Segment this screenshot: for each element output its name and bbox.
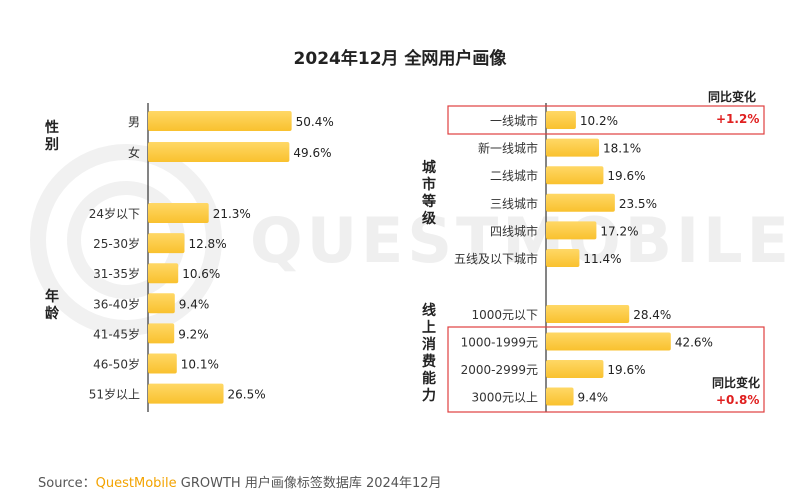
gender-value-label: 49.6% [293, 146, 331, 160]
city-value-label: 17.2% [600, 224, 638, 238]
source-rest: GROWTH 用户画像标签数据库 2024年12月 [176, 476, 442, 491]
city-bar [546, 138, 600, 157]
age-value-label: 9.4% [179, 297, 210, 311]
gender-category-label: 女 [128, 145, 140, 160]
yoy-value-spending: +0.8% [716, 393, 760, 407]
age-category-label: 51岁以上 [89, 387, 140, 402]
city-value-label: 18.1% [603, 142, 641, 156]
spend-category-label: 1000-1999元 [461, 336, 538, 350]
spend-value-label: 28.4% [633, 308, 671, 322]
city-category-label: 一线城市 [490, 113, 538, 128]
age-value-label: 10.6% [182, 267, 220, 281]
age-category-label: 31-35岁 [93, 266, 140, 281]
spend-value-label: 19.6% [607, 363, 645, 377]
age-category-label: 36-40岁 [93, 296, 140, 311]
source-prefix: Source： [38, 476, 96, 491]
city-bar [546, 249, 580, 267]
city-category-label: 五线及以下城市 [454, 251, 538, 266]
age-bar [148, 263, 179, 284]
age-value-label: 12.8% [188, 237, 226, 251]
spend-category-label: 3000元以上 [471, 391, 538, 405]
chart-title: 2024年12月 全网用户画像 [293, 49, 507, 69]
spend-value-label: 9.4% [578, 391, 609, 405]
city-bar [546, 193, 615, 212]
age-bar [148, 233, 185, 254]
city-value-label: 10.2% [580, 114, 618, 128]
gender-bar [148, 142, 290, 162]
age-value-label: 9.2% [178, 327, 209, 341]
gender-value-label: 50.4% [296, 115, 334, 129]
spend-bar [546, 387, 574, 406]
city-category-label: 四线城市 [490, 223, 538, 238]
age-category-label: 25-30岁 [93, 236, 140, 251]
age-bar [148, 383, 224, 404]
city-category-label: 二线城市 [490, 168, 538, 183]
age-bar [148, 293, 175, 314]
highlight-box-city [447, 105, 765, 135]
gender-category-label: 男 [128, 115, 140, 129]
highlight-box-spending [447, 326, 765, 413]
city-bar [546, 111, 576, 129]
city-value-label: 11.4% [583, 252, 621, 266]
spend-value-label: 42.6% [675, 336, 713, 350]
age-bar [148, 203, 209, 223]
age-value-label: 10.1% [181, 358, 219, 372]
city-category-label: 三线城市 [490, 196, 538, 211]
age-value-label: 21.3% [213, 207, 251, 221]
age-bar [148, 353, 177, 374]
city-bar [546, 166, 604, 185]
city-bar [546, 221, 597, 240]
group-label-city-tier: 城市等级 [422, 160, 436, 227]
group-label-age: 年龄 [45, 289, 59, 322]
spend-bar [546, 305, 630, 323]
gender-bar [148, 111, 292, 131]
age-value-label: 26.5% [228, 388, 266, 402]
age-category-label: 46-50岁 [93, 357, 140, 372]
source-brand: QuestMobile [95, 476, 177, 491]
spend-bar [546, 360, 604, 378]
age-category-label: 24岁以下 [89, 206, 140, 221]
group-label-spending-power: 线上消费能力 [422, 303, 436, 404]
city-value-label: 23.5% [619, 197, 657, 211]
age-category-label: 41-45岁 [93, 326, 140, 341]
right-bar-chart: 一线城市 10.2% 新一线城市 18.1% 二线城市 19.6% 三线城市 23.5% 四线城… [447, 103, 765, 413]
source-note: Source：QuestMobile GROWTH 用户画像标签数据库 2024… [38, 472, 442, 491]
spend-category-label: 2000-2999元 [461, 363, 538, 377]
spend-bar [546, 332, 671, 351]
yoy-value-city: +1.2% [716, 112, 760, 126]
left-bar-chart: 男 50.4% 女 49.6% 24岁以下 21.3% 25-30岁 12.8% 31-35岁 1… [89, 103, 334, 412]
age-bar [148, 323, 175, 344]
yoy-header-city: 同比变化 [708, 90, 757, 104]
group-label-gender: 性别 [45, 120, 59, 153]
city-value-label: 19.6% [607, 169, 645, 183]
yoy-header-spending: 同比变化 [712, 376, 761, 390]
spend-category-label: 1000元以下 [471, 308, 538, 322]
city-category-label: 新一线城市 [478, 141, 538, 156]
